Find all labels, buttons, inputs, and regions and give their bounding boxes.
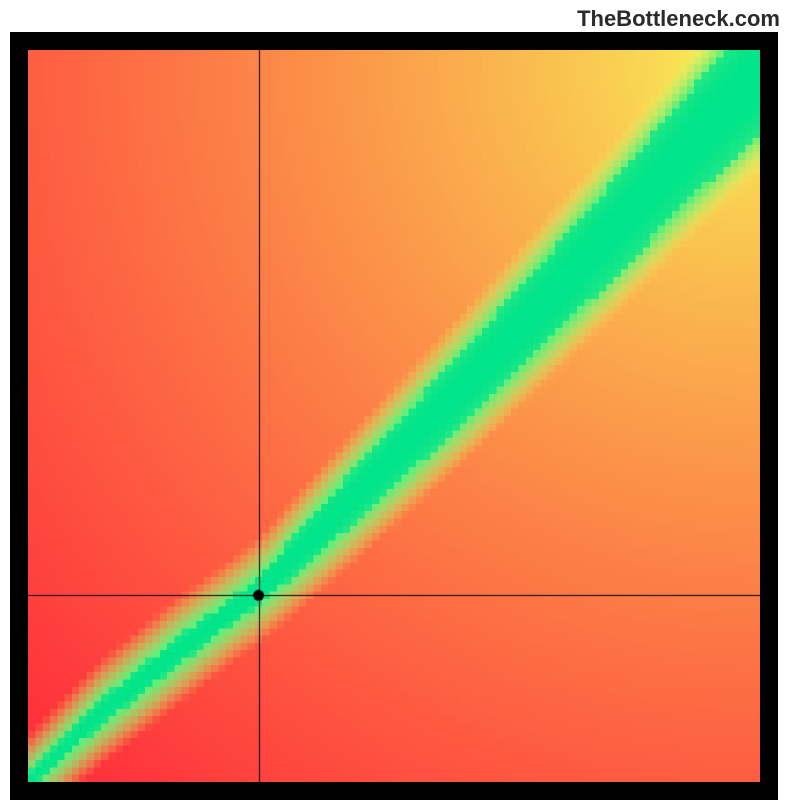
- chart-container: TheBottleneck.com: [0, 0, 800, 800]
- watermark-text: TheBottleneck.com: [577, 6, 780, 32]
- plot-area: [28, 50, 760, 782]
- crosshair-overlay: [28, 50, 760, 782]
